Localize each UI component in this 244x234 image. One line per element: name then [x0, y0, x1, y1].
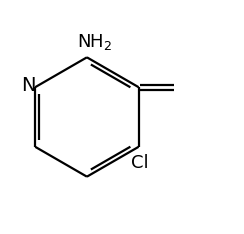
Text: Cl: Cl	[131, 154, 149, 172]
Text: NH$_2$: NH$_2$	[77, 32, 113, 52]
Text: N: N	[21, 76, 36, 95]
